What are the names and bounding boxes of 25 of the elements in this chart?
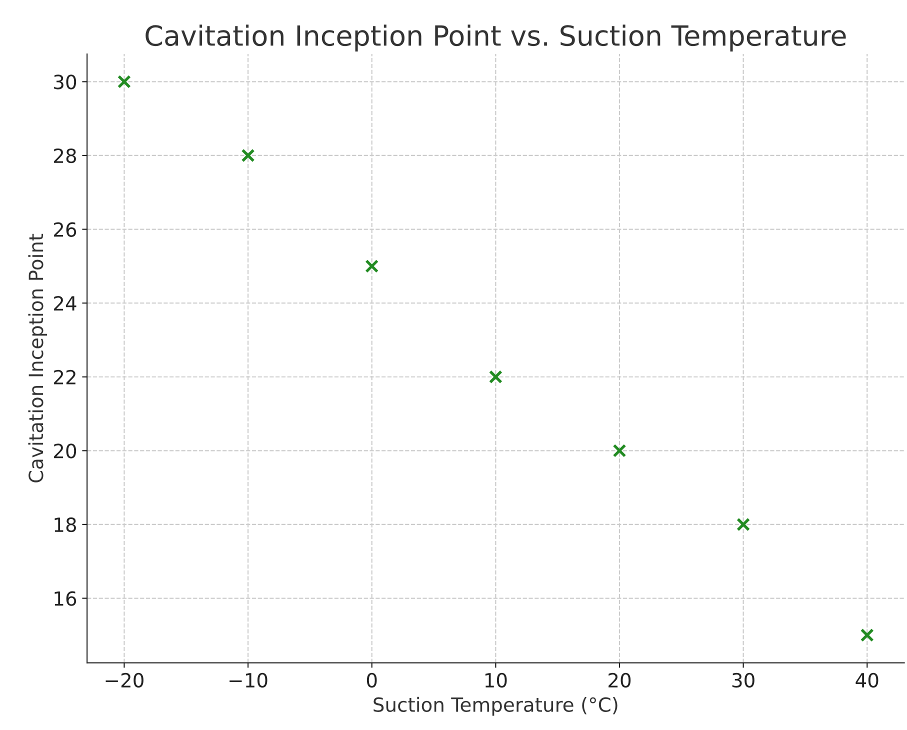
x-tick-label: 20 [608,672,631,688]
x-tick-label: 30 [732,672,754,688]
chart-title: Cavitation Inception Point vs. Suction Temperature [146,24,846,52]
y-tick-label: 28 [54,148,76,164]
point [860,628,874,642]
point [736,518,750,532]
point [488,370,502,384]
point [612,444,626,458]
y-tick-label: 20 [54,444,76,458]
x-tick-label: 10 [485,672,507,688]
y-tick-label: 26 [54,222,76,237]
y-tick-label: 24 [54,296,76,310]
y-tick-label: 18 [54,517,76,532]
x-tick-label: −10 [230,672,268,688]
point [365,259,379,273]
point [241,148,255,162]
y-tick-label: 30 [54,74,76,90]
x-tick-label: −20 [106,672,144,688]
y-tick-label: 22 [54,370,76,384]
y-axis-title: Cavitation Inception Point [28,234,48,482]
point [117,74,131,88]
y-tick-label: 16 [54,591,76,606]
x-axis-title: Suction Temperature (°C) [374,696,618,716]
x-tick-label: 40 [856,672,878,688]
x-tick-label: 0 [366,672,377,688]
